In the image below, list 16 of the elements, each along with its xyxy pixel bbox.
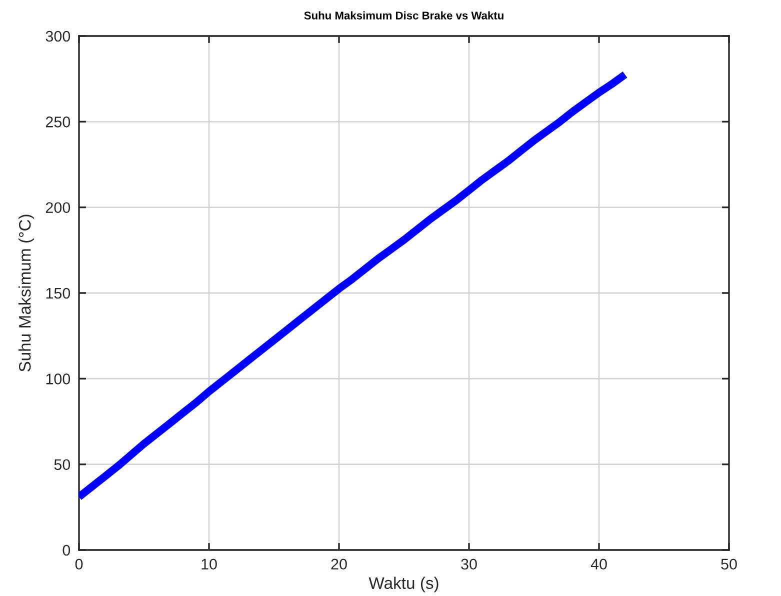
- y-tick-label: 0: [62, 544, 70, 556]
- x-tick-label: 10: [202, 558, 217, 570]
- x-tick-label: 0: [75, 558, 83, 570]
- x-tick-label: 50: [721, 558, 737, 570]
- chart-title: Suhu Maksimum Disc Brake vs Waktu: [304, 11, 504, 20]
- x-tick-label: 30: [461, 558, 477, 570]
- y-tick-label: 150: [46, 288, 70, 299]
- x-axis-title: Waktu (s): [368, 576, 438, 592]
- y-axis-title: Suhu Maksimum (°C): [18, 214, 34, 372]
- y-tick-label: 100: [46, 374, 70, 384]
- x-tick-label: 40: [590, 558, 607, 570]
- x-tick-label: 20: [331, 558, 347, 570]
- y-tick-label: 200: [46, 202, 70, 214]
- y-tick-label: 300: [46, 30, 70, 42]
- y-tick-label: 250: [46, 116, 70, 128]
- y-tick-label: 50: [54, 459, 70, 470]
